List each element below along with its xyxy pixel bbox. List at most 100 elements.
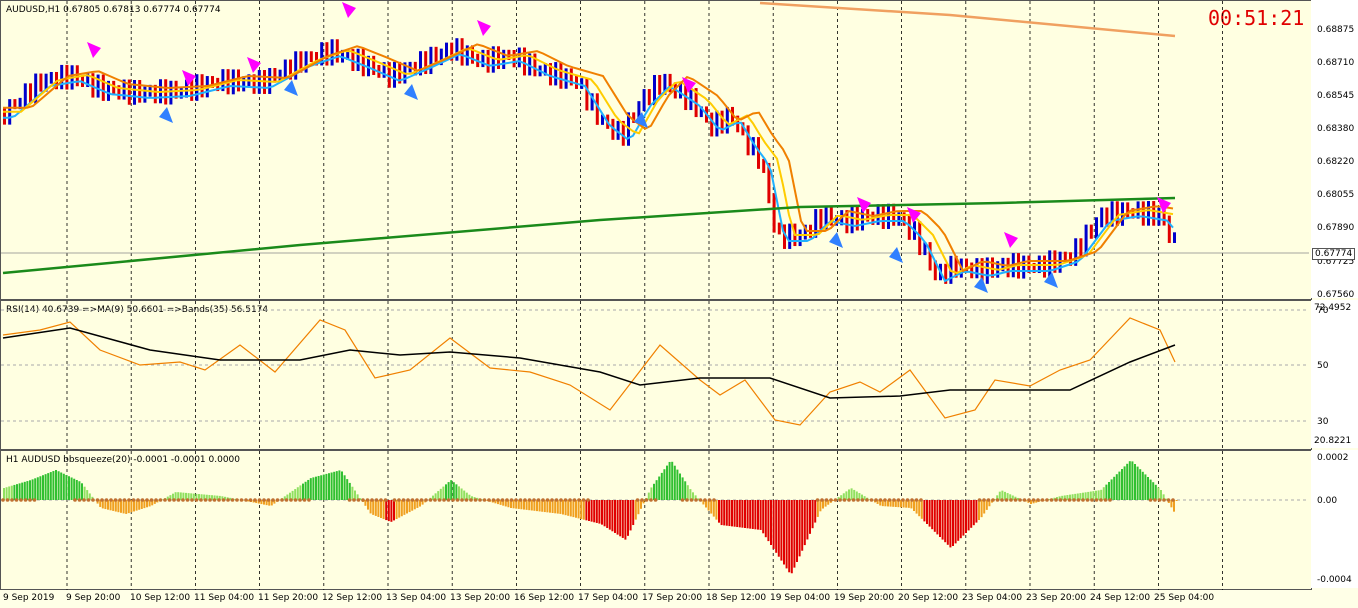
squeeze-dot <box>860 498 865 502</box>
squeeze-bar <box>671 461 674 500</box>
squeeze-dot <box>505 498 509 502</box>
squeeze-bar <box>44 474 47 500</box>
rsi-scale[interactable] <box>1311 300 1358 448</box>
bbsqueeze-pane[interactable] <box>0 450 1312 590</box>
sell-arrow-icon <box>1004 232 1018 248</box>
main-chart-pane[interactable] <box>0 0 1312 300</box>
squeeze-bar <box>68 476 70 500</box>
squeeze-dot <box>554 498 559 502</box>
squeeze-bar <box>296 487 299 500</box>
squeeze-bar <box>325 473 328 500</box>
squeeze-bar <box>616 500 619 535</box>
price-label: 0.67890 <box>1317 223 1355 233</box>
squeeze-bar <box>504 500 507 507</box>
squeeze-dot <box>694 498 698 502</box>
squeeze-bar <box>577 500 580 519</box>
price-bar <box>928 242 932 271</box>
price-bar <box>975 258 979 279</box>
squeeze-bar <box>837 497 840 500</box>
squeeze-bar <box>169 495 172 500</box>
squeeze-bar <box>725 500 728 526</box>
squeeze-bar <box>364 500 367 506</box>
squeeze-bar <box>959 500 962 539</box>
squeeze-bar <box>1004 491 1006 500</box>
squeeze-bar <box>1001 490 1004 500</box>
squeeze-bar <box>75 479 78 500</box>
squeeze-bar <box>842 493 845 500</box>
bbsqueeze-scale[interactable] <box>1311 450 1358 588</box>
squeeze-bar <box>1079 493 1082 500</box>
squeeze-dot <box>815 498 820 502</box>
squeeze-bar <box>952 500 954 546</box>
price-bar <box>429 46 433 75</box>
squeeze-bar <box>34 478 37 500</box>
squeeze-bar <box>624 500 627 540</box>
squeeze-dot <box>1045 498 1049 502</box>
price-bar <box>814 209 818 238</box>
squeeze-dot <box>1081 498 1085 502</box>
squeeze-bar <box>465 492 468 500</box>
price-bar <box>335 39 339 63</box>
price-bar <box>980 258 984 284</box>
squeeze-dot <box>685 498 689 502</box>
price-label: 0.68545 <box>1317 91 1355 101</box>
squeeze-bar <box>533 500 536 511</box>
squeeze-dot <box>698 498 703 502</box>
squeeze-bar <box>70 477 73 500</box>
price-label: 0.68875 <box>1317 25 1355 35</box>
squeeze-bar <box>1095 490 1097 500</box>
squeeze-bar <box>655 480 658 500</box>
squeeze-bar <box>377 500 380 517</box>
squeeze-bar <box>190 493 193 500</box>
price-bar <box>1048 250 1052 278</box>
squeeze-bar <box>146 500 148 508</box>
squeeze-bar <box>1131 461 1134 500</box>
squeeze-dot <box>1036 498 1040 502</box>
squeeze-dot <box>365 498 370 502</box>
squeeze-bar <box>481 499 484 500</box>
squeeze-bar <box>627 500 629 536</box>
squeeze-bar <box>1136 466 1139 500</box>
squeeze-dot <box>428 498 433 502</box>
squeeze-bar <box>941 500 944 540</box>
price-bar <box>897 212 901 226</box>
squeeze-bar <box>588 500 590 521</box>
squeeze-dot <box>455 498 460 502</box>
squeeze-bar <box>447 482 450 500</box>
squeeze-dot <box>1157 498 1162 502</box>
squeeze-dot <box>518 498 523 502</box>
price-bar <box>1110 201 1114 227</box>
price-bar <box>887 203 890 229</box>
squeeze-dot <box>1031 498 1036 502</box>
squeeze-bar <box>369 500 372 514</box>
squeeze-dot <box>280 498 284 502</box>
squeeze-bar <box>770 500 772 545</box>
price-label: 0.68380 <box>1317 124 1355 134</box>
squeeze-dot <box>1 498 5 502</box>
price-bar <box>580 78 584 89</box>
time-label: 10 Sep 12:00 <box>130 593 191 603</box>
price-bar <box>1126 202 1130 219</box>
squeeze-dot <box>271 498 275 502</box>
squeeze-bar <box>608 500 611 530</box>
bbsqueeze-level-label: 0.0002 <box>1317 453 1349 463</box>
squeeze-bar <box>998 491 1001 500</box>
price-bar <box>112 80 116 96</box>
price-bar <box>242 76 246 92</box>
price-bar <box>642 89 646 112</box>
squeeze-bar <box>315 476 317 500</box>
squeeze-bar <box>985 500 988 510</box>
squeeze-bar <box>1165 498 1168 500</box>
price-bar <box>559 62 563 89</box>
squeeze-bar <box>1030 500 1032 504</box>
squeeze-dot <box>1013 498 1018 502</box>
rsi-pane[interactable] <box>0 300 1312 450</box>
squeeze-bar <box>1157 487 1160 500</box>
squeeze-bar <box>1162 494 1165 500</box>
squeeze-bar <box>182 492 185 500</box>
squeeze-bar <box>445 484 447 500</box>
price-bar <box>1152 201 1156 226</box>
squeeze-dot <box>523 498 527 502</box>
squeeze-dot <box>419 498 424 502</box>
squeeze-dot <box>262 498 266 502</box>
